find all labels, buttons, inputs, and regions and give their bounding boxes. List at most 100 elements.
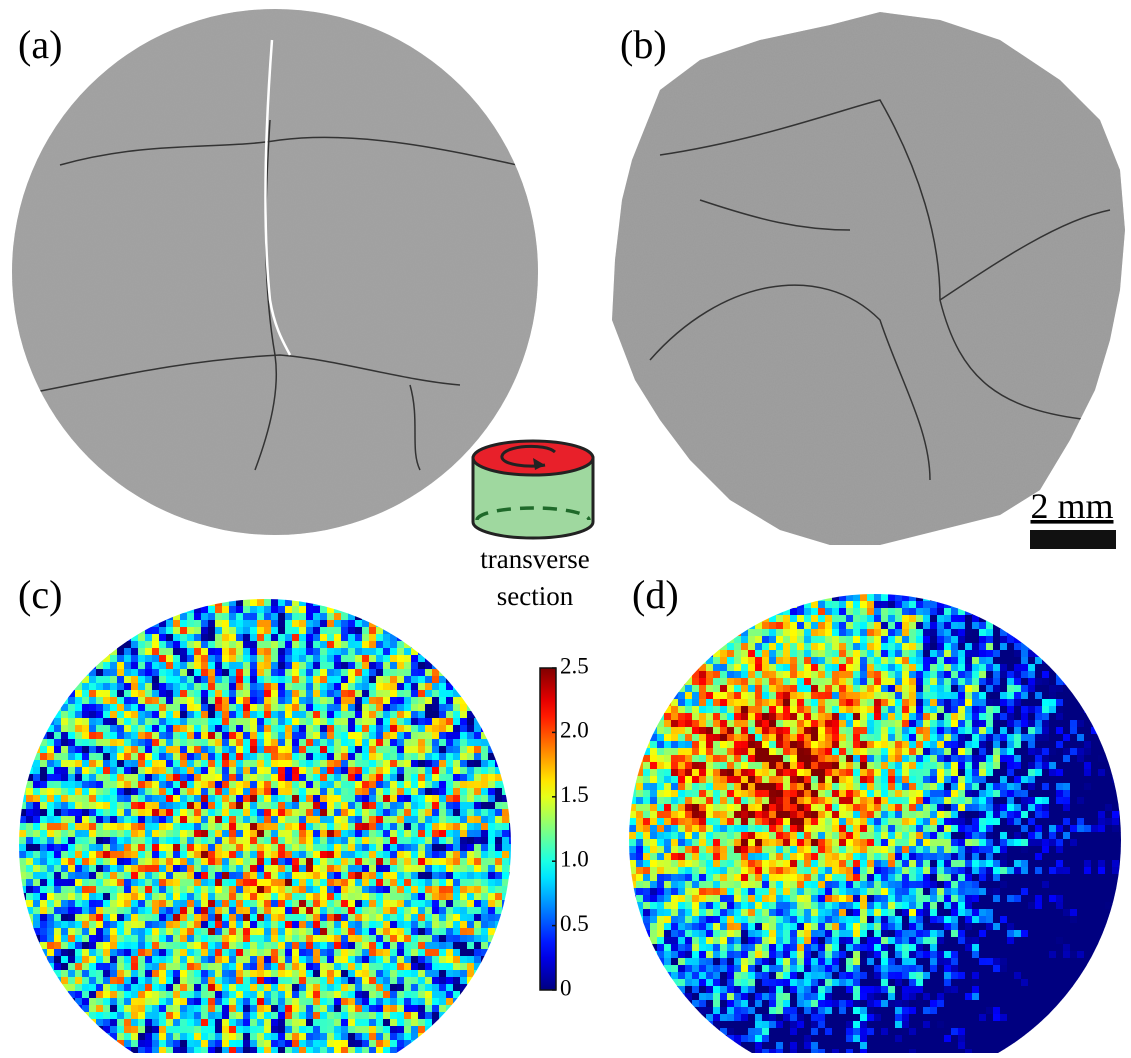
heatmap-cell — [173, 977, 180, 984]
heatmap-cell — [299, 970, 306, 977]
heatmap-cell — [299, 837, 306, 844]
heatmap-cell — [285, 865, 292, 872]
heatmap-cell — [355, 809, 362, 816]
heatmap-cell — [110, 1019, 117, 1026]
heatmap-cell — [320, 823, 327, 830]
heatmap-cell — [96, 795, 103, 802]
heatmap-cell — [124, 760, 131, 767]
heatmap-cell — [215, 669, 222, 676]
heatmap-cell — [145, 963, 152, 970]
heatmap-cell — [201, 809, 208, 816]
heatmap-cell — [117, 774, 124, 781]
heatmap-cell — [804, 622, 811, 629]
heatmap-cell — [397, 697, 404, 704]
heatmap-cell — [180, 879, 187, 886]
heatmap-cell — [222, 928, 229, 935]
heatmap-cell — [362, 662, 369, 669]
heatmap-cell — [446, 704, 453, 711]
heatmap-cell — [117, 942, 124, 949]
heatmap-cell — [818, 706, 825, 713]
heatmap-cell — [271, 634, 278, 641]
heatmap-cell — [383, 767, 390, 774]
heatmap-cell — [180, 984, 187, 991]
heatmap-cell — [397, 830, 404, 837]
heatmap-cell — [411, 788, 418, 795]
heatmap-cell — [82, 984, 89, 991]
heatmap-cell — [117, 1040, 124, 1047]
heatmap-cell — [418, 760, 425, 767]
heatmap-cell — [236, 711, 243, 718]
heatmap-cell — [96, 872, 103, 879]
heatmap-cell — [509, 879, 516, 886]
heatmap-cell — [783, 650, 790, 657]
heatmap-cell — [958, 692, 965, 699]
heatmap-cell — [299, 669, 306, 676]
heatmap-cell — [425, 907, 432, 914]
heatmap-cell — [285, 781, 292, 788]
heatmap-cell — [327, 739, 334, 746]
heatmap-cell — [341, 760, 348, 767]
heatmap-cell — [187, 844, 194, 851]
heatmap-cell — [481, 928, 488, 935]
heatmap-cell — [54, 830, 61, 837]
heatmap-cell — [19, 795, 26, 802]
heatmap-cell — [208, 921, 215, 928]
heatmap-cell — [390, 760, 397, 767]
heatmap-cell — [229, 879, 236, 886]
heatmap-cell — [313, 963, 320, 970]
heatmap-cell — [159, 725, 166, 732]
heatmap-cell — [271, 858, 278, 865]
heatmap-cell — [467, 830, 474, 837]
heatmap-cell — [96, 851, 103, 858]
heatmap-cell — [846, 650, 853, 657]
heatmap-cell — [327, 795, 334, 802]
heatmap-cell — [811, 692, 818, 699]
heatmap-cell — [264, 641, 271, 648]
heatmap-cell — [362, 760, 369, 767]
heatmap-cell — [82, 774, 89, 781]
heatmap-cell — [418, 809, 425, 816]
heatmap-cell — [937, 713, 944, 720]
heatmap-cell — [166, 1033, 173, 1040]
heatmap-cell — [201, 893, 208, 900]
heatmap-cell — [839, 629, 846, 636]
heatmap-cell — [923, 622, 930, 629]
heatmap-cell — [194, 802, 201, 809]
heatmap-cell — [874, 720, 881, 727]
heatmap-cell — [888, 671, 895, 678]
heatmap-cell — [166, 921, 173, 928]
heatmap-cell — [341, 704, 348, 711]
heatmap-cell — [306, 704, 313, 711]
heatmap-cell — [411, 1019, 418, 1026]
heatmap-cell — [495, 872, 502, 879]
heatmap-cell — [180, 711, 187, 718]
heatmap-cell — [369, 781, 376, 788]
heatmap-cell — [89, 760, 96, 767]
heatmap-cell — [68, 809, 75, 816]
heatmap-cell — [369, 907, 376, 914]
heatmap-cell — [278, 879, 285, 886]
heatmap-cell — [229, 893, 236, 900]
heatmap-cell — [439, 690, 446, 697]
heatmap-cell — [201, 851, 208, 858]
heatmap-cell — [369, 837, 376, 844]
heatmap-cell — [692, 685, 699, 692]
heatmap-cell — [502, 865, 509, 872]
heatmap-cell — [832, 713, 839, 720]
heatmap-cell — [243, 963, 250, 970]
heatmap-cell — [334, 662, 341, 669]
heatmap-cell — [867, 615, 874, 622]
heatmap-cell — [355, 935, 362, 942]
heatmap-cell — [243, 1033, 250, 1040]
heatmap-cell — [481, 816, 488, 823]
heatmap-cell — [215, 991, 222, 998]
heatmap-cell — [369, 746, 376, 753]
heatmap-cell — [201, 858, 208, 865]
heatmap-cell — [369, 767, 376, 774]
heatmap-cell — [748, 720, 755, 727]
heatmap-cell — [124, 886, 131, 893]
heatmap-cell — [124, 1005, 131, 1012]
heatmap-cell — [152, 984, 159, 991]
heatmap-cell — [124, 690, 131, 697]
heatmap-cell — [47, 774, 54, 781]
